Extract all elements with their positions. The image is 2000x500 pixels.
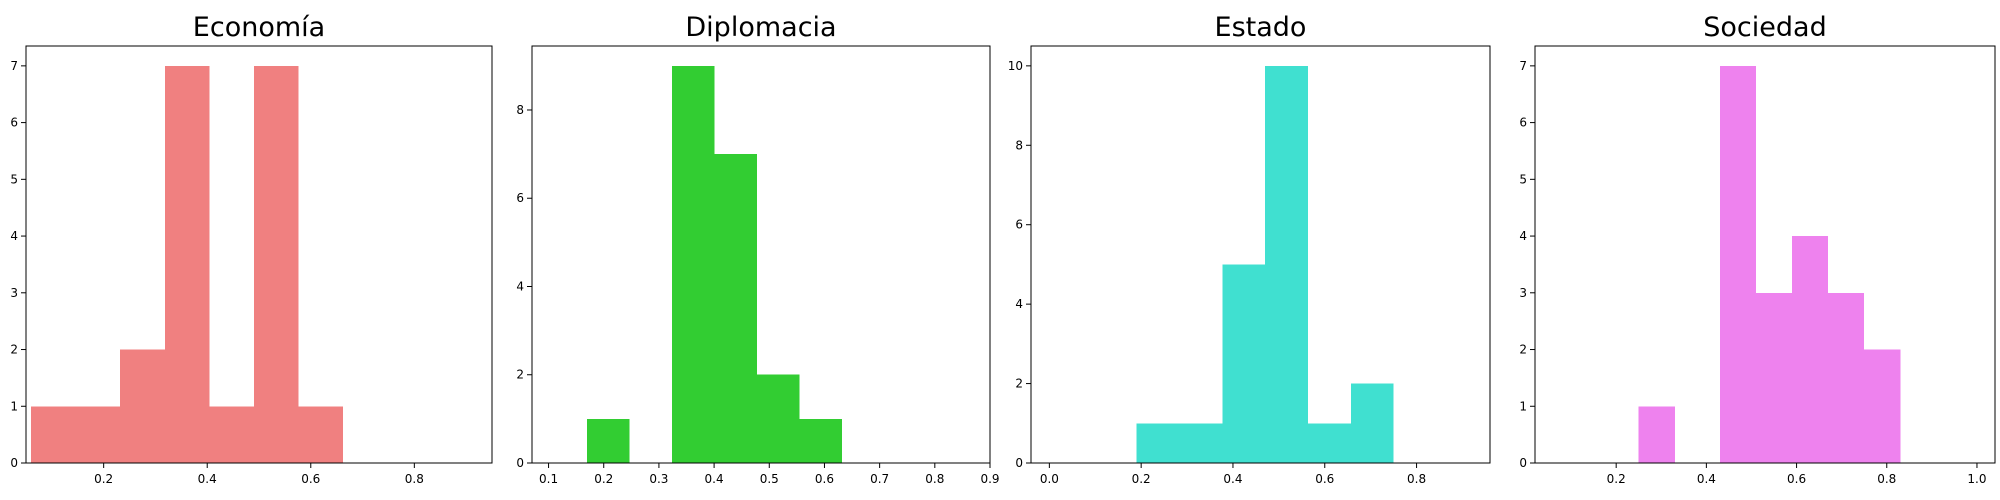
histogram-bar [31,406,76,463]
x-tick-label: 0.8 [1407,472,1426,486]
histogram-panel-3: 0 2 4 6 8 10 0.0 0.2 0.4 0.6 0.8 Estado [1008,12,1491,486]
x-tick-label: 0.6 [301,472,320,486]
histogram-bar [714,154,758,463]
y-tick-label: 0 [1519,456,1527,470]
x-tick-label: 1.0 [1967,472,1986,486]
histogram-bar [1755,292,1793,463]
y-tick-label: 5 [1519,172,1527,186]
x-tick-label: 0.8 [925,472,944,486]
histogram-bar [587,418,630,463]
y-tick-label: 6 [516,191,524,205]
x-tick-label: 0.2 [594,472,613,486]
y-tick-label: 1 [10,399,18,413]
histogram-bar [1638,406,1675,463]
y-tick-label: 1 [1519,399,1527,413]
x-tick-label: 0.4 [198,472,217,486]
histogram-bar [1265,65,1308,463]
y-tick-label: 7 [1519,59,1527,73]
y-tick-label: 0 [10,456,18,470]
chart-title: Diplomacia [685,12,836,43]
y-tick-label: 0 [1015,456,1023,470]
histogram-bar [1828,292,1865,463]
chart-title: Sociedad [1703,12,1826,43]
x-tick-label: 0.4 [1223,472,1242,486]
y-tick-label: 6 [10,116,18,130]
y-tick-label: 8 [516,103,524,117]
histogram-bar [1792,236,1829,463]
histogram-bar [672,65,715,463]
x-tick-label: 0.8 [1877,472,1896,486]
x-tick-label: 0.6 [1315,472,1334,486]
histogram-bar [253,65,299,463]
histogram-bar [209,406,254,463]
histogram-bar [1307,423,1351,463]
y-tick-label: 6 [1015,218,1023,232]
axes-frame [25,45,493,464]
x-tick-label: 0.2 [1607,472,1626,486]
histogram-bar [75,406,121,463]
y-tick-label: 6 [1519,116,1527,130]
chart-title: Estado [1215,12,1307,43]
histogram-panel-4: 0 1 2 3 4 5 6 7 0.2 0.4 0.6 0.8 1.0 Sociedad [1519,12,1996,486]
x-tick-label: 0.0 [1040,472,1059,486]
histogram-panel-1: 0 1 2 3 4 5 6 7 0.2 0.4 0.6 0.8 Economía [10,12,493,486]
y-tick-label: 2 [10,343,18,357]
x-tick-label: 0.3 [649,472,668,486]
x-tick-label: 0.7 [870,472,889,486]
histogram-bar [1179,423,1223,463]
y-tick-label: 3 [1519,286,1527,300]
y-tick-label: 4 [516,279,524,293]
x-tick-label: 0.1 [539,472,558,486]
histogram-bar [799,418,843,463]
axes-frame [1030,45,1491,464]
x-tick-label: 0.9 [980,472,999,486]
histogram-bar [1864,349,1901,463]
histogram-bar [120,349,165,463]
y-tick-label: 7 [10,59,18,73]
y-tick-label: 4 [1519,229,1527,243]
y-tick-label: 0 [516,456,524,470]
histogram-panel-2: 0 2 4 6 8 0.1 0.2 0.3 0.4 0.5 0.6 0.7 0.8 0.9 Diplomac… [516,12,999,486]
x-tick-label: 0.6 [1787,472,1806,486]
histogram-bar [757,374,800,463]
histogram-bar [1350,383,1394,463]
y-tick-label: 4 [1015,297,1023,311]
y-tick-label: 10 [1008,59,1023,73]
y-tick-label: 2 [516,368,524,382]
y-tick-label: 2 [1015,377,1023,391]
y-tick-label: 5 [10,172,18,186]
histogram-bar [1222,264,1266,463]
x-tick-label: 0.6 [815,472,834,486]
x-tick-label: 0.2 [94,472,113,486]
x-tick-label: 0.2 [1132,472,1151,486]
chart-title: Economía [193,12,325,43]
x-tick-label: 0.4 [1697,472,1716,486]
histogram-bar [1719,65,1756,463]
x-tick-label: 0.4 [705,472,724,486]
x-tick-label: 0.5 [760,472,779,486]
histogram-bar [1136,423,1180,463]
axes-frame [1534,45,1996,464]
histogram-bar [164,65,210,463]
x-tick-label: 0.8 [405,472,424,486]
histogram-bar [298,406,343,463]
y-tick-label: 8 [1015,138,1023,152]
axes-frame [531,45,991,464]
y-tick-label: 3 [10,286,18,300]
y-tick-label: 2 [1519,343,1527,357]
y-tick-label: 4 [10,229,18,243]
